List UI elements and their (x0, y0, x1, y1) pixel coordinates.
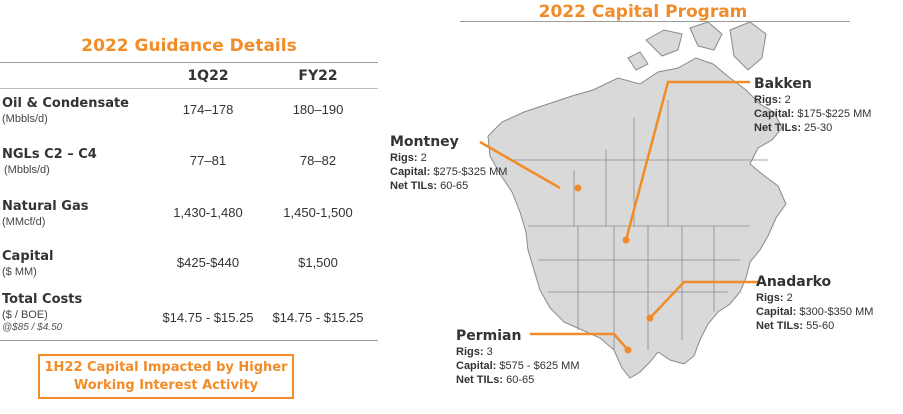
value-1q22: 77–81 (189, 153, 227, 168)
value-fy22: 78–82 (299, 153, 337, 168)
value-fy22: 1,450-1,500 (283, 205, 353, 220)
bakken-dot (622, 236, 630, 244)
permian-dot (624, 346, 632, 354)
row-unit: (Mbbls/d) (4, 164, 50, 176)
capital-label: Capital: (456, 360, 497, 372)
connector-lines (479, 80, 760, 351)
montney-dot (574, 184, 582, 192)
net-tils-value: 55-60 (806, 320, 835, 332)
row-unit: ($ MM) (2, 266, 37, 278)
program-title: 2022 Capital Program (538, 2, 748, 22)
capital-value: $575 - $625 MM (499, 360, 580, 372)
row-unit: (Mbbls/d) (2, 113, 48, 125)
column-header-fy22: FY22 (298, 68, 338, 84)
map-internal-borders (514, 100, 768, 350)
region-montney: Montney Rigs: 2 Capital: $275-$325 MM Ne… (390, 134, 507, 193)
capital-callout-box: 1H22 Capital Impacted by Higher Working … (38, 354, 294, 399)
net-tils-label: Net TILs: (390, 180, 438, 192)
rigs-value: 2 (420, 152, 427, 164)
row-label: Natural Gas (2, 199, 89, 214)
value-1q22: $425-$440 (176, 255, 240, 270)
capital-label: Capital: (756, 306, 797, 318)
value-fy22: 180–190 (292, 102, 344, 117)
rigs-value: 3 (486, 346, 493, 358)
rigs-label: Rigs: (754, 94, 782, 106)
region-bakken: Bakken Rigs: 2 Capital: $175-$225 MM Net… (754, 76, 871, 135)
row-label: NGLs C2 – C4 (2, 147, 97, 162)
region-name: Anadarko (756, 274, 832, 290)
value-fy22: $1,500 (298, 255, 338, 270)
guidance-title-divider (0, 62, 378, 63)
region-permian: Permian Rigs: 3 Capital: $575 - $625 MM … (456, 328, 580, 387)
anadarko-dot (646, 314, 654, 322)
guidance-panel: 2022 Guidance Details 1Q22 FY22 Oil & Co… (0, 0, 378, 414)
row-unit: (MMcf/d) (2, 216, 46, 228)
value-fy22: $14.75 - $15.25 (272, 310, 364, 325)
program-title-divider (460, 21, 850, 22)
map-landmass (487, 57, 787, 379)
capital-program-panel: 2022 Capital Program Bakken Rigs: 2 Capi… (378, 0, 903, 414)
net-tils-value: 25-30 (804, 122, 833, 134)
row-unit: ($ / BOE) (2, 309, 48, 321)
region-name: Permian (456, 328, 522, 344)
capital-label: Capital: (390, 166, 431, 178)
montney-connector (479, 140, 561, 190)
play-location-dots (574, 184, 654, 354)
net-tils-label: Net TILs: (456, 374, 504, 386)
row-label: Total Costs (2, 292, 83, 307)
value-1q22: 174–178 (182, 102, 234, 117)
capital-value: $275-$325 MM (433, 166, 508, 178)
permian-connector (530, 332, 629, 351)
guidance-title: 2022 Guidance Details (81, 36, 297, 56)
header-divider (0, 88, 378, 89)
row-label: Oil & Condensate (2, 96, 129, 111)
value-1q22: $14.75 - $15.25 (162, 310, 254, 325)
table-bottom-divider (0, 340, 378, 341)
net-tils-value: 60-65 (440, 180, 469, 192)
capital-value: $175-$225 MM (797, 108, 872, 120)
rigs-value: 2 (784, 94, 791, 106)
callout-line-1: 1H22 Capital Impacted by Higher (44, 360, 288, 375)
rigs-label: Rigs: (756, 292, 784, 304)
map-greenland (729, 21, 767, 71)
row-price-note: @$85 / $4.50 (2, 322, 63, 333)
region-name: Montney (390, 134, 459, 150)
callout-line-2: Working Interest Activity (73, 378, 259, 393)
map-arctic-islands (627, 21, 723, 71)
column-header-1q22: 1Q22 (187, 68, 229, 84)
anadarko-connector (649, 280, 760, 319)
capital-label: Capital: (754, 108, 795, 120)
capital-value: $300-$350 MM (799, 306, 874, 318)
bakken-connector (624, 80, 750, 241)
value-1q22: 1,430-1,480 (173, 205, 243, 220)
north-america-map (479, 21, 787, 379)
region-anadarko: Anadarko Rigs: 2 Capital: $300-$350 MM N… (756, 274, 873, 333)
row-label: Capital (2, 249, 54, 264)
net-tils-label: Net TILs: (754, 122, 802, 134)
region-name: Bakken (754, 76, 812, 92)
rigs-label: Rigs: (390, 152, 418, 164)
rigs-label: Rigs: (456, 346, 484, 358)
net-tils-value: 60-65 (506, 374, 535, 386)
net-tils-label: Net TILs: (756, 320, 804, 332)
rigs-value: 2 (786, 292, 793, 304)
